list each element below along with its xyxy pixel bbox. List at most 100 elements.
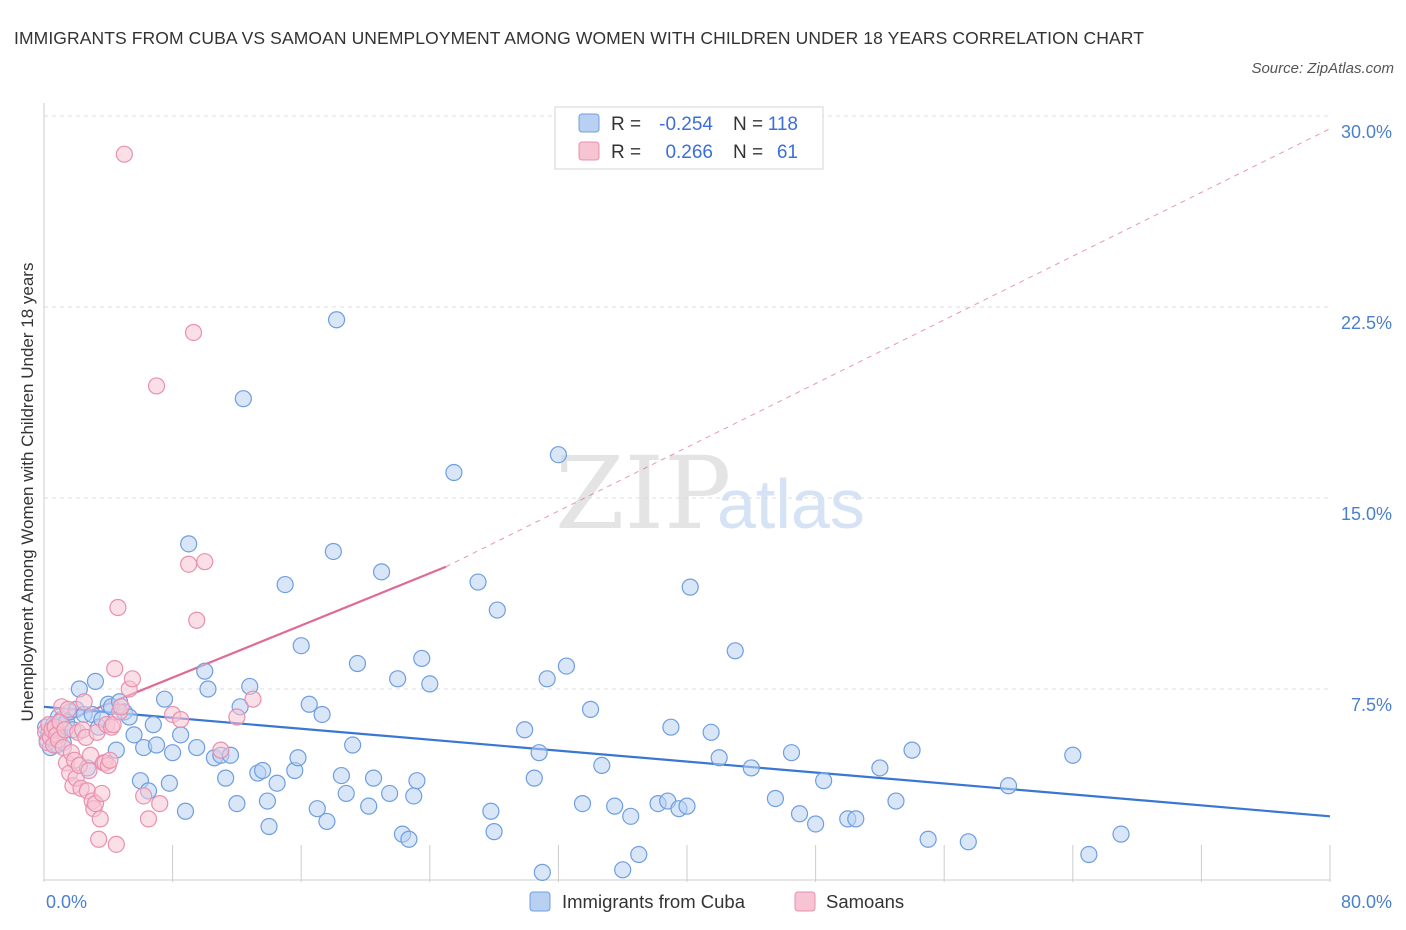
cuba-point [847, 810, 865, 828]
cuba-point [344, 736, 362, 754]
samoa-point [184, 323, 203, 342]
samoa-point [135, 787, 153, 805]
cuba-point [348, 654, 367, 673]
samoa-point [59, 700, 77, 718]
cuba-point [258, 792, 277, 810]
cuba-point [155, 690, 174, 708]
bottom-legend: Immigrants from Cuba Samoans [529, 891, 904, 912]
samoa-point [109, 598, 127, 617]
y-tick-label: 15.0% [1341, 504, 1392, 524]
samoa-point [172, 710, 190, 729]
samoa-point [196, 553, 214, 571]
legend-r-label-samoa: R = [611, 142, 641, 163]
cuba-point [324, 542, 342, 561]
cuba-point [887, 792, 905, 810]
cuba-point [525, 769, 543, 787]
legend-n-value-cuba: 118 [768, 114, 798, 135]
y-tick-label: 7.5% [1351, 695, 1392, 715]
samoa-point [91, 810, 109, 828]
legend: R = -0.254 N = 118 R = 0.266 N = 61 [554, 106, 824, 170]
cuba-point [710, 749, 728, 767]
watermark-zip: ZIP [555, 435, 731, 552]
cuba-point [381, 784, 399, 803]
cuba-point [606, 797, 624, 815]
y-tick-label: 30.0% [1341, 122, 1392, 142]
samoa-point [82, 746, 100, 764]
cuba-point [176, 802, 195, 820]
samoa-point [93, 784, 111, 803]
samoa-point [228, 708, 246, 726]
cuba-point [164, 744, 182, 762]
cuba-point [742, 759, 760, 777]
samoa-point [139, 810, 158, 828]
cuba-point [1112, 825, 1130, 843]
cuba-point [292, 637, 310, 655]
samoa-point [106, 660, 124, 678]
cuba-point [313, 705, 331, 724]
samoa-point [151, 794, 169, 813]
cuba-point [405, 787, 423, 805]
cuba-point [160, 774, 178, 792]
legend-n-label-samoa: N = [733, 142, 763, 163]
samoa-point [123, 670, 142, 688]
cuba-point [445, 463, 463, 482]
cuba-point [300, 695, 318, 713]
cuba-point [276, 575, 294, 594]
cuba-point [268, 774, 286, 792]
cuba-point [815, 772, 833, 790]
legend-swatch-samoa [578, 141, 600, 161]
cuba-point [254, 761, 272, 780]
x-tick-label-max: 80.0% [1341, 892, 1392, 912]
cuba-point [332, 766, 350, 785]
y-axis-label: Unemployment Among Women with Children U… [18, 263, 37, 722]
cuba-point [549, 446, 568, 464]
cuba-point [234, 390, 252, 408]
cuba-point [188, 738, 206, 757]
cuba-point [806, 815, 825, 833]
cuba-point [364, 769, 383, 787]
samoa-point [180, 555, 198, 573]
cuba-point [614, 861, 632, 879]
watermark-atlas: atlas [717, 465, 865, 543]
cuba-point [400, 830, 418, 848]
cuba-point [919, 830, 937, 848]
cuba-point [999, 777, 1018, 795]
cuba-point [681, 578, 699, 596]
samoa-point [101, 751, 119, 769]
cuba-point [217, 769, 235, 787]
cuba-point [228, 794, 246, 813]
cuba-point [678, 797, 696, 815]
points [37, 145, 1130, 881]
cuba-point [125, 726, 143, 744]
cuba-point [172, 726, 190, 744]
samoa-point [244, 690, 262, 708]
cuba-point [318, 812, 336, 831]
samoa-point [112, 698, 130, 716]
x-tick-label-min: 0.0% [46, 892, 87, 912]
legend-r-label-cuba: R = [611, 114, 641, 135]
cuba-point [482, 802, 500, 820]
bottom-legend-swatch-samoa [794, 891, 816, 912]
cuba-point [662, 718, 680, 736]
trendline-extension-samoa [445, 128, 1331, 568]
cuba-point [485, 823, 503, 841]
cuba-point [1080, 845, 1098, 864]
samoa-point [75, 693, 93, 711]
legend-swatch-cuba [578, 113, 600, 133]
bottom-legend-label-cuba: Immigrants from Cuba [562, 891, 746, 912]
cuba-point [1064, 746, 1082, 764]
cuba-point [726, 642, 744, 660]
watermark: ZIP atlas [555, 435, 865, 552]
tick-labels: 7.5% 15.0% 22.5% 30.0% 0.0% 80.0% [46, 122, 1392, 912]
cuba-point [573, 794, 592, 813]
bottom-legend-swatch-cuba [529, 891, 551, 912]
cuba-point [337, 784, 355, 803]
samoa-point [188, 611, 206, 629]
cuba-point [260, 817, 278, 836]
cuba-point [959, 833, 977, 851]
samoa-point [90, 830, 108, 848]
cuba-point [790, 805, 809, 823]
y-tick-label: 22.5% [1341, 313, 1392, 333]
cuba-point [180, 535, 198, 553]
